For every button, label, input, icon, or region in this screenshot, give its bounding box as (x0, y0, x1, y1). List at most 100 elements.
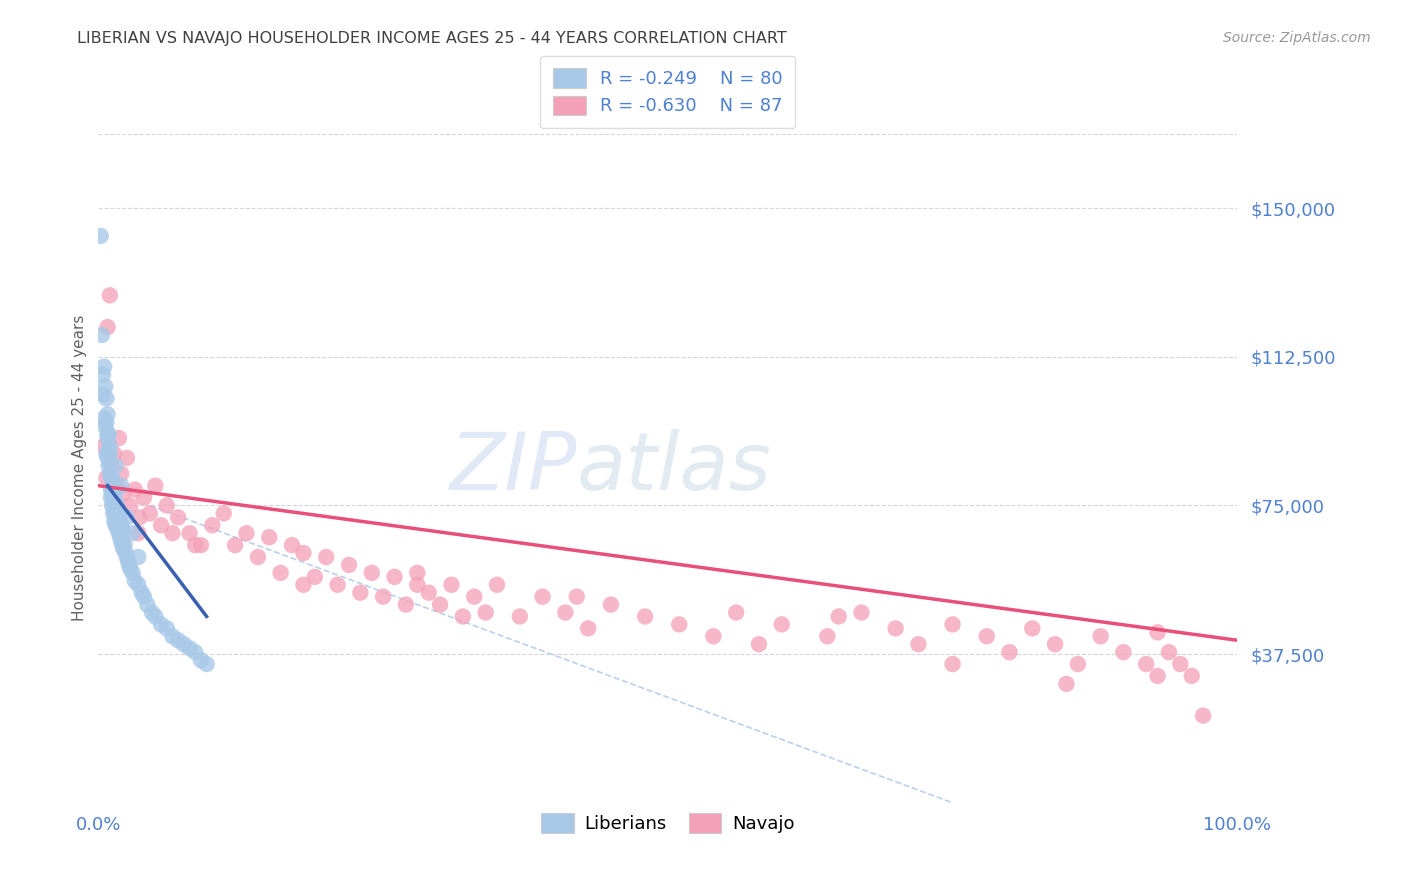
Liberians (101, 486, 124, 500)
Navajo (201, 518, 224, 533)
Text: LIBERIAN VS NAVAJO HOUSEHOLDER INCOME AGES 25 - 44 YEARS CORRELATION CHART: LIBERIAN VS NAVAJO HOUSEHOLDER INCOME AG… (77, 31, 787, 46)
Liberians (111, 538, 134, 552)
Liberians (98, 439, 121, 453)
Liberians (118, 558, 141, 572)
Navajo (474, 606, 496, 620)
Navajo (1170, 657, 1192, 671)
Navajo (884, 621, 907, 635)
Navajo (395, 598, 418, 612)
Text: Source: ZipAtlas.com: Source: ZipAtlas.com (1223, 31, 1371, 45)
Navajo (440, 578, 463, 592)
Liberians (96, 407, 118, 421)
Liberians (96, 392, 118, 406)
Liberians (103, 507, 125, 521)
Liberians (107, 507, 129, 521)
Navajo (1181, 669, 1204, 683)
Navajo (212, 507, 235, 521)
Liberians (91, 368, 114, 382)
Navajo (486, 578, 509, 592)
Liberians (121, 566, 143, 580)
Liberians (190, 653, 212, 667)
Liberians (100, 471, 122, 485)
Navajo (281, 538, 304, 552)
Liberians (167, 633, 190, 648)
Liberians (132, 590, 155, 604)
Liberians (98, 467, 121, 481)
Navajo (1067, 657, 1090, 671)
Liberians (110, 478, 132, 492)
Liberians (108, 510, 131, 524)
Liberians (90, 328, 112, 343)
Liberians (91, 387, 114, 401)
Liberians (173, 637, 195, 651)
Navajo (463, 590, 485, 604)
Navajo (406, 566, 429, 580)
Navajo (105, 478, 128, 492)
Navajo (1157, 645, 1180, 659)
Liberians (93, 411, 115, 425)
Liberians (103, 486, 125, 500)
Navajo (1043, 637, 1066, 651)
Liberians (114, 546, 136, 560)
Navajo (509, 609, 531, 624)
Liberians (131, 585, 153, 599)
Navajo (103, 447, 125, 461)
Navajo (725, 606, 748, 620)
Y-axis label: Householder Income Ages 25 - 44 years: Householder Income Ages 25 - 44 years (72, 315, 87, 622)
Legend: Liberians, Navajo: Liberians, Navajo (534, 806, 801, 840)
Navajo (451, 609, 474, 624)
Navajo (770, 617, 793, 632)
Navajo (1192, 708, 1215, 723)
Liberians (114, 538, 136, 552)
Liberians (110, 534, 132, 549)
Navajo (145, 478, 167, 492)
Liberians (104, 494, 127, 508)
Navajo (132, 491, 155, 505)
Liberians (127, 578, 149, 592)
Navajo (748, 637, 770, 651)
Liberians (156, 621, 179, 635)
Navajo (93, 439, 115, 453)
Liberians (104, 518, 127, 533)
Liberians (97, 458, 120, 473)
Navajo (292, 546, 315, 560)
Liberians (112, 526, 135, 541)
Liberians (101, 471, 124, 485)
Liberians (111, 522, 134, 536)
Navajo (384, 570, 406, 584)
Navajo (235, 526, 257, 541)
Navajo (224, 538, 246, 552)
Liberians (162, 629, 184, 643)
Liberians (96, 450, 118, 465)
Navajo (292, 578, 315, 592)
Liberians (105, 499, 128, 513)
Navajo (96, 320, 118, 334)
Navajo (337, 558, 360, 572)
Navajo (259, 530, 281, 544)
Liberians (104, 507, 127, 521)
Navajo (1135, 657, 1157, 671)
Navajo (429, 598, 451, 612)
Liberians (103, 486, 125, 500)
Liberians (100, 483, 122, 497)
Navajo (190, 538, 212, 552)
Liberians (105, 514, 128, 528)
Navajo (565, 590, 588, 604)
Navajo (702, 629, 724, 643)
Liberians (103, 494, 125, 508)
Navajo (1146, 625, 1168, 640)
Navajo (360, 566, 382, 580)
Navajo (110, 467, 132, 481)
Liberians (103, 478, 125, 492)
Liberians (90, 228, 112, 243)
Liberians (150, 617, 173, 632)
Liberians (97, 442, 120, 457)
Liberians (141, 606, 163, 620)
Liberians (96, 415, 118, 429)
Liberians (103, 502, 125, 516)
Navajo (907, 637, 929, 651)
Navajo (371, 590, 394, 604)
Navajo (179, 526, 201, 541)
Liberians (93, 359, 115, 374)
Liberians (98, 455, 121, 469)
